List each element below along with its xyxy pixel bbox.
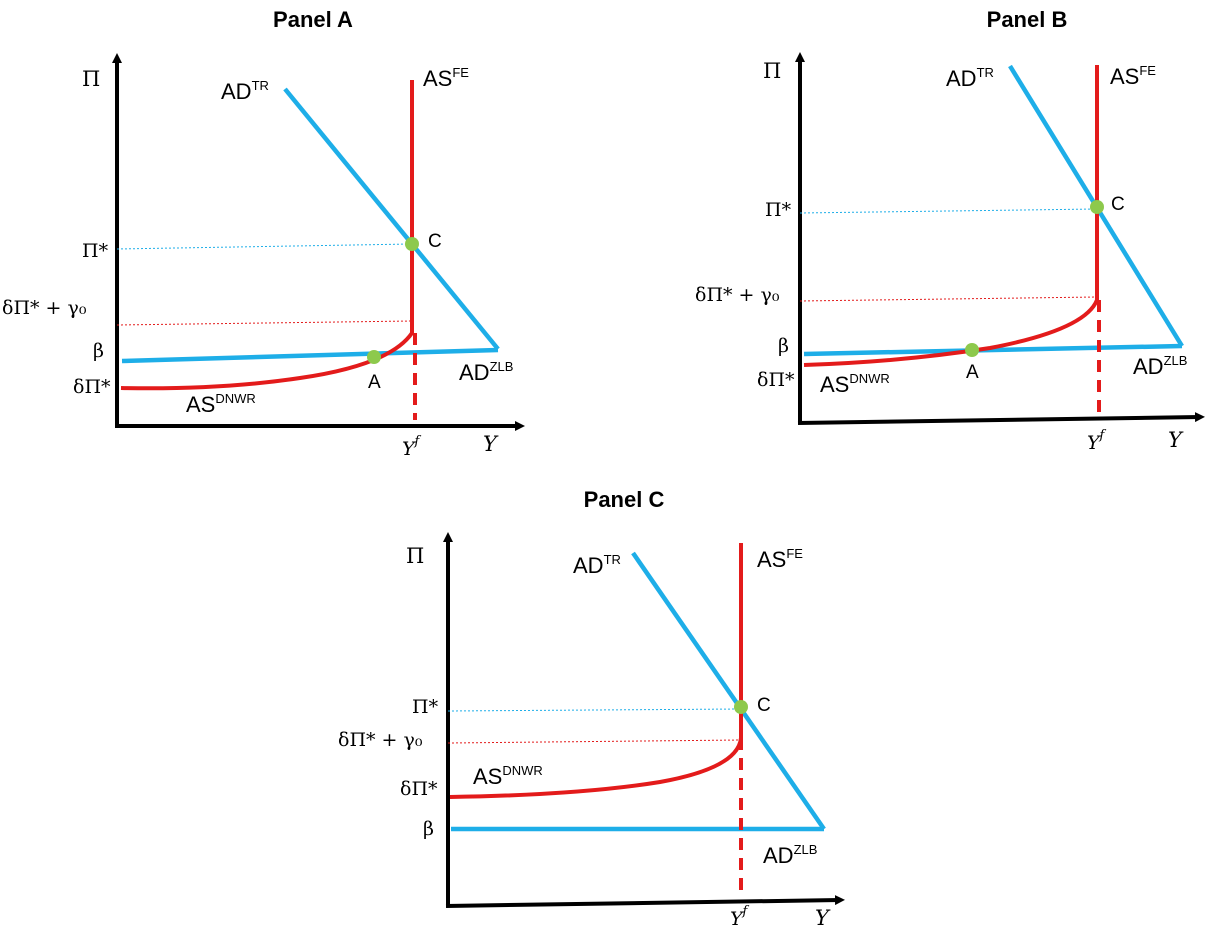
panel-b-point-c-label: C [1111, 194, 1125, 215]
panel-a-pi-star-label: Π* [82, 240, 109, 262]
panel-c-as-dnwr-label: ASDNWR [473, 763, 543, 789]
panel-c-delta-gamma-guide [447, 739, 742, 744]
panel-c-beta-label: β [423, 818, 434, 840]
panel-b-x-axis-label: Y [1168, 428, 1184, 452]
panel-c: Panel C Π Y Π* δΠ* + γ₀ δΠ* β Yf ADTR AS… [338, 487, 845, 930]
panel-c-ad-tr-label: ADTR [573, 552, 621, 578]
panel-a-as-curve [120, 80, 414, 391]
panel-c-delta-gamma-label: δΠ* + γ₀ [338, 729, 423, 751]
panel-b-x-axis [797, 412, 1205, 425]
panel-a: Panel A Π Y Π* δΠ* + γ₀ β δΠ* Yf ADTR AS… [2, 7, 525, 460]
panel-c-pi-star-label: Π* [412, 696, 439, 718]
panel-a-point-a-label: A [368, 372, 381, 393]
panel-b-delta-gamma-label: δΠ* + γ₀ [695, 284, 780, 306]
panel-c-y-axis-label: Π [406, 544, 424, 568]
panel-c-pi-star-guide [447, 708, 742, 712]
panel-a-point-c-label: C [428, 231, 442, 252]
panel-b-ad-tr-label: ADTR [946, 65, 994, 91]
panel-b-ad-zlb-curve [803, 343, 1183, 357]
panel-b-ad-zlb-label: ADZLB [1133, 353, 1187, 379]
panel-a-ad-tr-label: ADTR [221, 78, 269, 104]
panel-a-point-a [367, 350, 381, 364]
panel-c-point-c [734, 700, 748, 714]
panel-b-pi-star-guide [799, 208, 1098, 214]
panel-a-pi-star-guide [116, 243, 413, 250]
panel-a-ad-zlb-label: ADZLB [459, 359, 513, 385]
panel-b-y-axis-label: Π [763, 59, 781, 83]
panel-b-as-curve [803, 65, 1099, 367]
panel-c-x-axis [445, 895, 845, 908]
panel-b-pi-star-label: Π* [765, 199, 792, 221]
panel-a-title: Panel A [273, 7, 353, 32]
panel-b-yf-label: Yf [1087, 428, 1107, 454]
panel-c-delta-pi-star-label: δΠ* [400, 778, 438, 800]
panel-c-as-curve [449, 543, 743, 799]
panel-a-point-c [405, 237, 419, 251]
panel-c-x-axis-label: Y [815, 906, 831, 930]
panel-c-title: Panel C [584, 487, 665, 512]
panel-b-point-a [965, 343, 979, 357]
panel-c-as-fe-label: ASFE [757, 546, 803, 572]
panel-c-ad-zlb-label: ADZLB [763, 842, 817, 868]
panel-b-delta-pi-star-label: δΠ* [757, 369, 795, 391]
panel-a-delta-pi-star-label: δΠ* [73, 376, 111, 398]
panel-b-delta-gamma-guide [799, 296, 1098, 302]
panel-c-yf-label: Yf [730, 904, 750, 930]
panel-b-as-dnwr-label: ASDNWR [820, 371, 890, 397]
panel-c-point-c-label: C [757, 695, 771, 716]
panel-a-yf-label: Yf [402, 434, 422, 460]
panel-b: Panel B Π Y Π* δΠ* + γ₀ β δΠ* Yf ADTR AS… [695, 7, 1205, 454]
panel-b-point-a-label: A [966, 362, 979, 383]
panel-c-ad-tr-curve [631, 551, 826, 831]
panel-b-as-fe-label: ASFE [1110, 63, 1156, 89]
panel-a-delta-gamma-label: δΠ* + γ₀ [2, 297, 87, 319]
panel-a-ad-tr-curve [283, 87, 500, 351]
panel-a-as-fe-label: ASFE [423, 65, 469, 91]
panel-a-beta-label: β [93, 340, 104, 362]
panel-a-ad-zlb-curve [121, 347, 499, 364]
panel-a-x-axis-label: Y [483, 432, 499, 456]
panel-a-as-dnwr-label: ASDNWR [186, 391, 256, 417]
panel-a-delta-gamma-guide [116, 320, 413, 326]
panel-a-y-axis-label: Π [82, 67, 100, 91]
panel-b-beta-label: β [778, 335, 789, 357]
panel-b-point-c [1090, 200, 1104, 214]
panel-b-title: Panel B [987, 7, 1068, 32]
